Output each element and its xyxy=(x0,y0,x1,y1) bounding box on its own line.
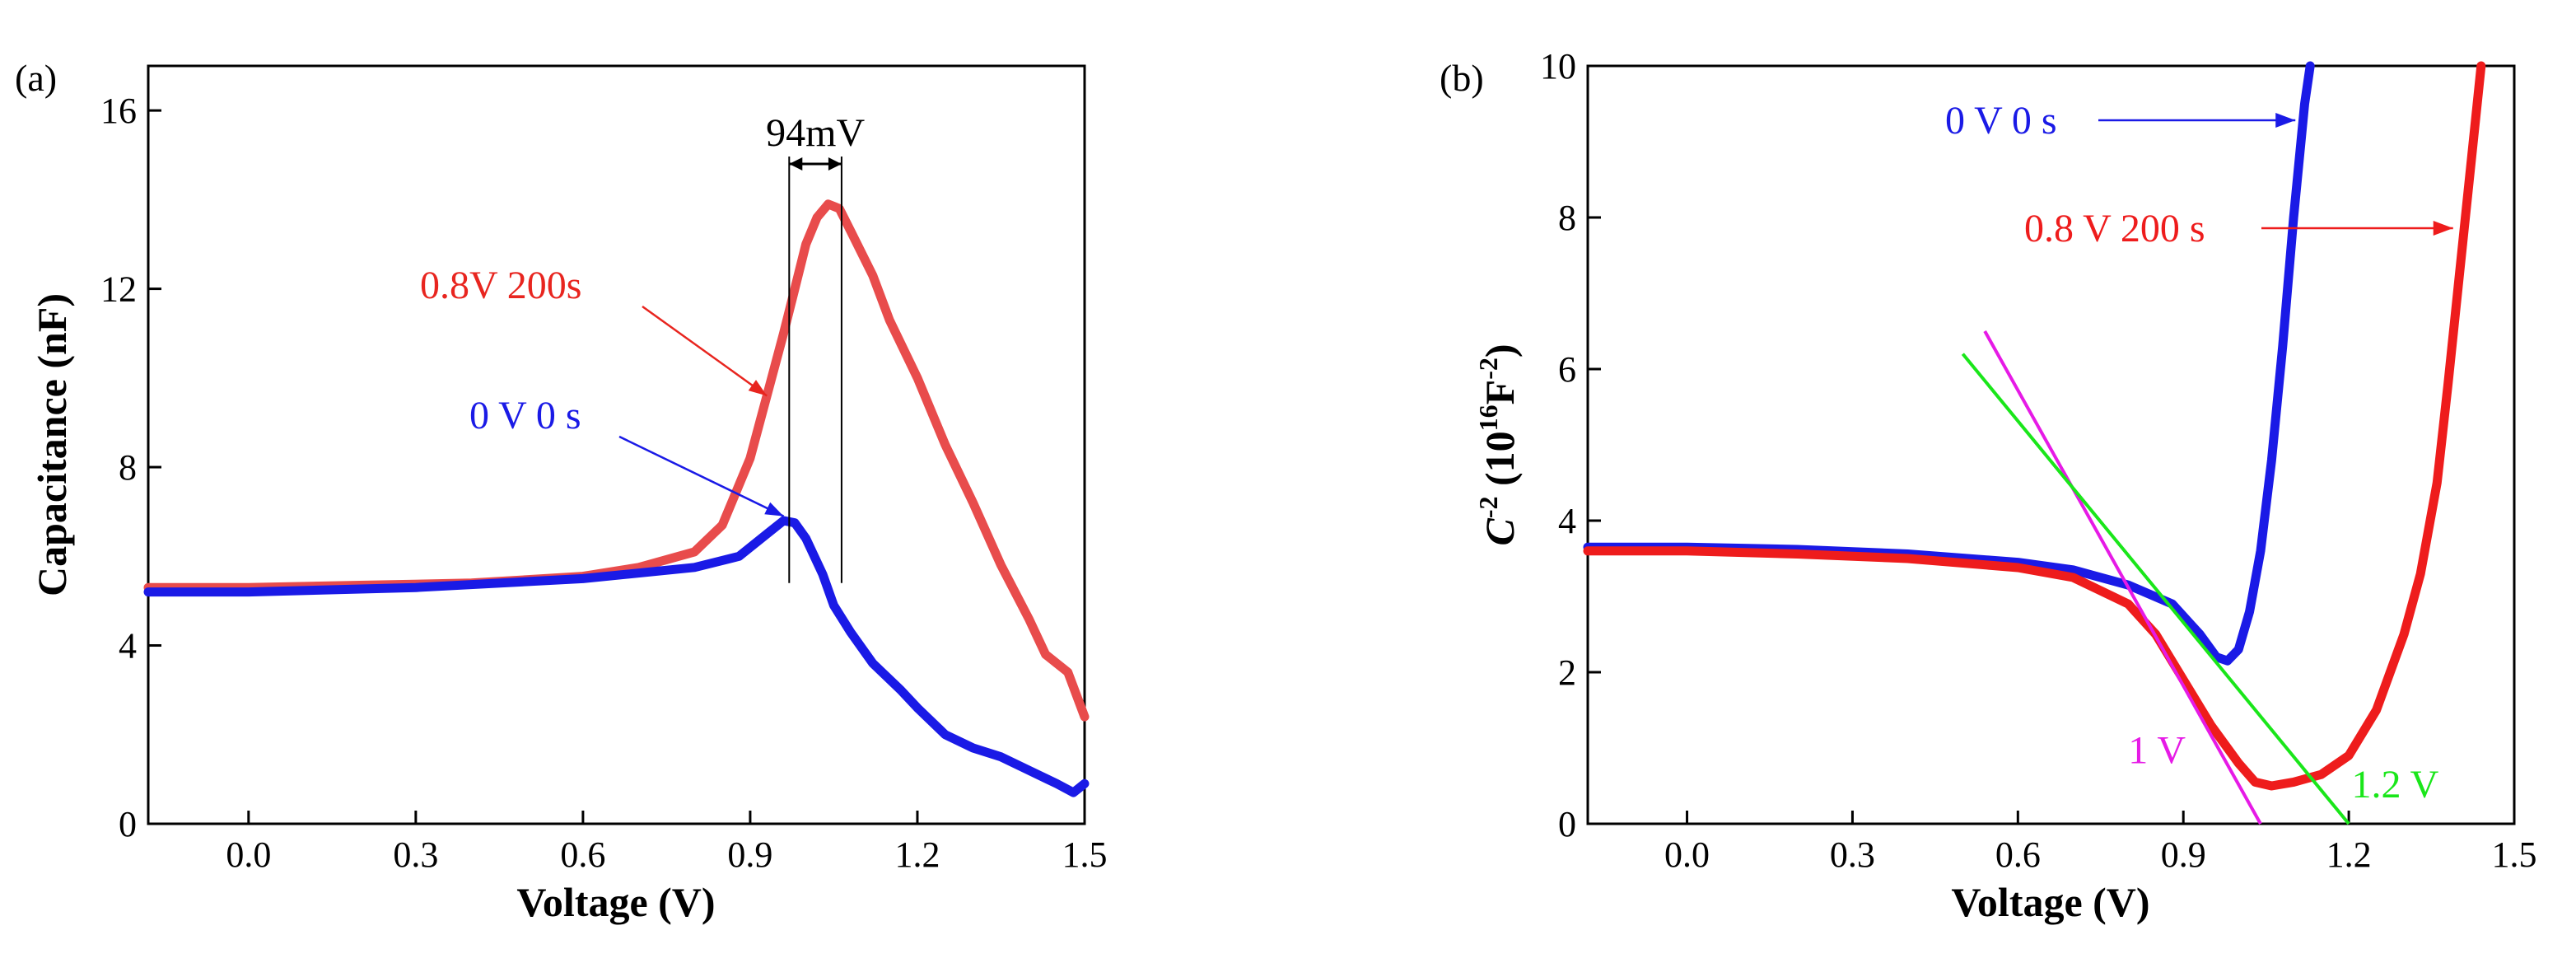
b-ylabel-sup3: -2 xyxy=(1473,358,1503,380)
a-arrow-0.8v-200s xyxy=(642,305,768,397)
b-fit-line-1.2v xyxy=(1961,353,2350,825)
b-ylabel-f: F xyxy=(1477,380,1523,405)
b-x-tick-label: 0.3 xyxy=(1830,834,1875,875)
a-y-tick-label: 12 xyxy=(100,269,137,310)
panel-a-y-axis-label: Capacitance (nF) xyxy=(29,293,75,596)
panel-a-ticks xyxy=(148,109,1086,825)
panel-b-y-axis-label: C-2 (1016F-2) xyxy=(1473,344,1523,545)
b-fit-label-1.2v: 1.2 V xyxy=(2351,763,2438,806)
b-x-tick-label: 1.2 xyxy=(2326,834,2372,875)
b-y-tick-label: 10 xyxy=(1540,46,1576,86)
a-dimension-arrowhead-right xyxy=(828,157,842,171)
b-x-tick-label: 0.6 xyxy=(1995,834,2041,875)
b-ylabel-sup1: -2 xyxy=(1473,497,1503,519)
a-y-tick-label: 0 xyxy=(119,804,137,844)
panel-b-y-tick-labels: 0 2 4 6 8 10 xyxy=(1540,46,1576,844)
b-y-tick-label: 0 xyxy=(1558,804,1576,844)
a-x-tick-label: 0.0 xyxy=(226,834,271,875)
b-x-tick-label: 0.0 xyxy=(1664,834,1710,875)
a-x-tick-label: 0.3 xyxy=(393,834,438,875)
b-x-tick-label: 1.5 xyxy=(2492,834,2537,875)
a-x-tick-label: 0.6 xyxy=(560,834,605,875)
panel-a-label: (a) xyxy=(15,57,57,99)
panel-a-x-tick-labels: 0.0 0.3 0.6 0.9 1.2 1.5 xyxy=(226,834,1107,875)
a-series-0.8v-200s-line xyxy=(143,199,1090,722)
a-x-tick-label: 1.2 xyxy=(894,834,940,875)
b-series-0v-0s-line xyxy=(1583,61,2315,666)
a-y-tick-label: 4 xyxy=(119,626,137,666)
b-ylabel-c: C xyxy=(1477,518,1523,546)
b-fit-line-1v xyxy=(1983,330,2262,825)
b-x-tick-label: 0.9 xyxy=(2161,834,2206,875)
a-annotation-0v-0s: 0 V 0 s xyxy=(469,394,581,437)
panel-b-frame xyxy=(1586,64,2516,825)
panel-b-x-tick-labels: 0.0 0.3 0.6 0.9 1.2 1.5 xyxy=(1664,834,2536,875)
b-y-tick-label: 6 xyxy=(1558,349,1576,390)
a-annotation-0.8v-200s: 0.8V 200s xyxy=(420,264,581,307)
a-series-0v-0s-line xyxy=(143,516,1090,797)
a-dimension-arrowhead-left xyxy=(789,157,803,171)
a-arrow-0v-0s xyxy=(618,435,785,517)
b-ylabel-end: ) xyxy=(1477,344,1523,358)
panel-a-y-tick-labels: 0 4 8 12 16 xyxy=(100,91,137,844)
b-fit-label-1v: 1 V xyxy=(2128,728,2186,772)
b-arrowhead-0v-0s xyxy=(2275,113,2296,128)
b-y-tick-label: 4 xyxy=(1558,501,1576,541)
a-arrowhead-0v-0s xyxy=(764,502,784,517)
a-y-tick-label: 16 xyxy=(100,91,137,131)
a-y-tick-label: 8 xyxy=(119,447,137,488)
panel-a-frame xyxy=(147,64,1086,825)
panel-a-x-axis-label: Voltage (V) xyxy=(516,879,715,925)
panel-b-x-axis-label: Voltage (V) xyxy=(1951,879,2149,925)
a-x-tick-label: 0.9 xyxy=(727,834,772,875)
b-annotation-0.8v-200s: 0.8 V 200 s xyxy=(2024,207,2205,250)
b-y-tick-label: 2 xyxy=(1558,652,1576,693)
a-annotation-94mv: 94mV xyxy=(766,111,865,155)
panel-b-label: (b) xyxy=(1440,57,1484,99)
b-ylabel-mid: (10 xyxy=(1477,431,1523,496)
panel-b: (b) 0.0 0.3 0.6 0.9 1.2 1.5 0 2 4 6 8 10… xyxy=(1440,46,2537,925)
a-arrowhead-0.8v-200s xyxy=(748,380,768,396)
b-series-0.8v-200s-line xyxy=(1583,61,2486,791)
b-annotation-0v-0s: 0 V 0 s xyxy=(1945,99,2057,143)
a-x-tick-label: 1.5 xyxy=(1062,834,1108,875)
b-arrowhead-0.8v-200s xyxy=(2433,221,2453,236)
b-y-tick-label: 8 xyxy=(1558,198,1576,238)
panel-b-ticks xyxy=(1588,64,2516,825)
b-ylabel-sup2: 16 xyxy=(1473,404,1503,431)
panel-a: (a) 0.0 0.3 0.6 0.9 1.2 1.5 0 4 8 12 16 … xyxy=(15,57,1108,925)
